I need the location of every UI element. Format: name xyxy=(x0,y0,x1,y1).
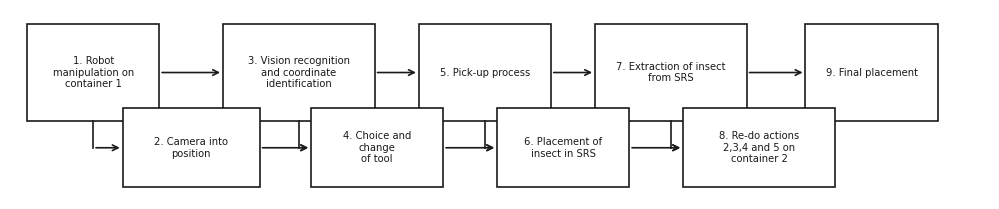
Text: 1. Robot
manipulation on
container 1: 1. Robot manipulation on container 1 xyxy=(53,56,134,89)
Bar xyxy=(498,108,629,187)
Text: 5. Pick-up process: 5. Pick-up process xyxy=(440,68,529,78)
Text: 9. Final placement: 9. Final placement xyxy=(825,68,917,78)
Bar xyxy=(223,24,375,121)
Text: 7. Extraction of insect
from SRS: 7. Extraction of insect from SRS xyxy=(616,62,725,83)
Bar xyxy=(595,24,746,121)
Bar xyxy=(683,108,835,187)
Text: 3. Vision recognition
and coordinate
identification: 3. Vision recognition and coordinate ide… xyxy=(248,56,350,89)
Bar xyxy=(27,24,159,121)
Text: 4. Choice and
change
of tool: 4. Choice and change of tool xyxy=(343,131,412,164)
Bar xyxy=(123,108,260,187)
Text: 6. Placement of
insect in SRS: 6. Placement of insect in SRS xyxy=(524,137,602,159)
Bar xyxy=(419,24,550,121)
Text: 2. Camera into
position: 2. Camera into position xyxy=(154,137,228,159)
Bar xyxy=(805,24,938,121)
Text: 8. Re-do actions
2,3,4 and 5 on
container 2: 8. Re-do actions 2,3,4 and 5 on containe… xyxy=(719,131,799,164)
Bar xyxy=(311,108,444,187)
